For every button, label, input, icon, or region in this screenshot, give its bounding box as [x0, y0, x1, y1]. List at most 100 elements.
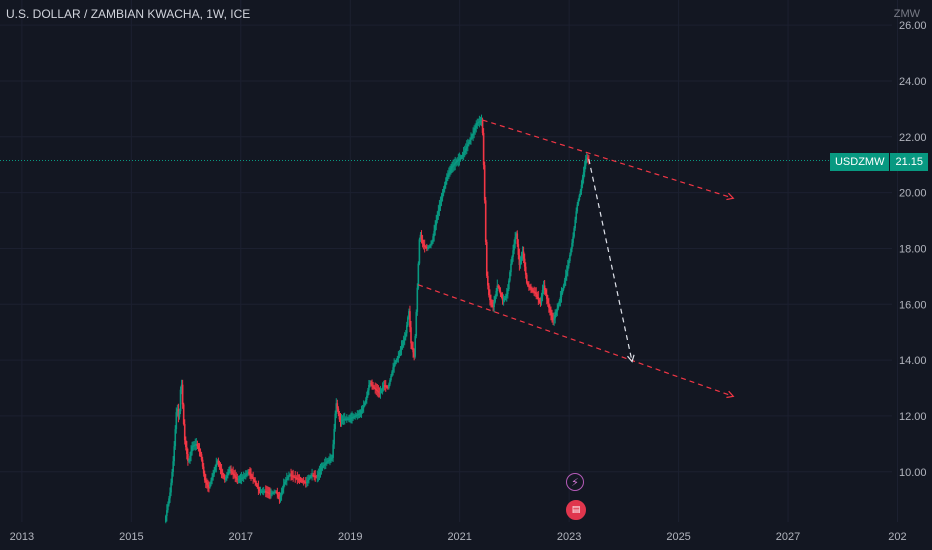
candle-body [353, 416, 355, 418]
candle-body [212, 473, 214, 478]
candle-body [470, 137, 472, 140]
candle-body [484, 200, 487, 242]
candle-body [393, 364, 395, 368]
candle-body [422, 243, 425, 247]
candle-body [217, 460, 220, 464]
x-tick-label: 2027 [776, 531, 800, 543]
candle-body [340, 420, 343, 422]
candle-body [441, 193, 444, 198]
candle-body [436, 214, 439, 221]
candle-body [528, 285, 530, 287]
candle-body [331, 457, 333, 459]
candle-body [190, 451, 192, 456]
candle-body [303, 481, 306, 483]
candle-body [253, 478, 255, 481]
candle-body [392, 367, 394, 372]
projection-arrow[interactable] [588, 158, 633, 362]
candle-body [346, 418, 348, 420]
flag-icon[interactable]: ▤ [566, 500, 586, 520]
candle-body [302, 481, 305, 483]
candle-body [296, 478, 299, 480]
candle-body [280, 492, 283, 497]
candle-body [479, 120, 482, 122]
lower-trendline[interactable] [417, 284, 734, 397]
candle-body [341, 419, 344, 421]
candle-body [433, 230, 435, 237]
candle-body [556, 308, 559, 312]
candle-body [251, 475, 253, 478]
candle-body [257, 487, 260, 490]
candle-body [512, 250, 514, 257]
candle-body [337, 408, 340, 414]
candle-body [577, 199, 580, 205]
upper-trendline-arrowhead [726, 192, 735, 201]
candle-body [267, 492, 269, 494]
candle-body [494, 296, 496, 302]
candle-body [397, 355, 400, 359]
candle-body [535, 292, 538, 295]
candle-body [291, 475, 293, 477]
candle-body [570, 248, 572, 255]
candle-body [561, 289, 564, 294]
upper-trendline[interactable] [482, 119, 734, 199]
candle-body [534, 291, 536, 293]
candle-body [282, 484, 285, 489]
y-tick-label: 22.00 [899, 132, 927, 144]
candle-body [275, 491, 278, 493]
candle-body [299, 479, 302, 481]
candle-body [320, 467, 323, 470]
candle-body [423, 246, 426, 248]
candle-body [418, 239, 421, 264]
candle-body [399, 349, 402, 353]
candle-body [266, 491, 268, 493]
candle-body [327, 460, 329, 462]
candle-body [272, 492, 274, 494]
candle-body [523, 258, 526, 267]
candle-body [509, 272, 511, 281]
candle-body [210, 480, 212, 484]
candle-body [273, 492, 275, 494]
candle-body [236, 478, 239, 480]
candle-body [544, 289, 547, 295]
candle-body [255, 482, 258, 485]
candle-body [574, 219, 576, 229]
candle-body [355, 415, 358, 417]
candle-body [192, 445, 194, 447]
candle-body [456, 161, 459, 163]
candle-body [193, 445, 196, 447]
candle-body [375, 388, 378, 390]
y-tick-label: 24.00 [899, 76, 927, 88]
candle-body [405, 325, 408, 334]
candle-body [364, 400, 367, 403]
candle-body [363, 402, 366, 406]
candle-body [367, 390, 369, 396]
candle-body [549, 307, 551, 313]
candle-body [548, 303, 550, 308]
candle-body [455, 162, 458, 164]
candle-body [360, 410, 363, 414]
candle-body [213, 470, 216, 474]
candle-body [230, 469, 232, 472]
candle-body [501, 297, 504, 301]
candle-body [510, 263, 512, 273]
candle-body [268, 492, 270, 494]
y-tick-label: 18.00 [899, 243, 927, 255]
candle-body [379, 392, 382, 394]
y-tick-label: 20.00 [899, 188, 927, 200]
candle-body [403, 337, 406, 341]
candle-body [321, 465, 324, 468]
candle-body [550, 312, 552, 316]
candle-body [231, 471, 233, 473]
candle-body [196, 443, 199, 447]
candle-body [575, 211, 578, 220]
lightning-icon[interactable]: ⚡ [566, 473, 584, 491]
candle-body [448, 172, 450, 175]
candle-body [289, 474, 291, 476]
candle-body [408, 311, 410, 318]
candle-body [473, 130, 475, 134]
candle-body [347, 418, 349, 420]
candle-body [314, 475, 317, 477]
candle-body [381, 387, 384, 390]
candle-body [576, 204, 579, 212]
